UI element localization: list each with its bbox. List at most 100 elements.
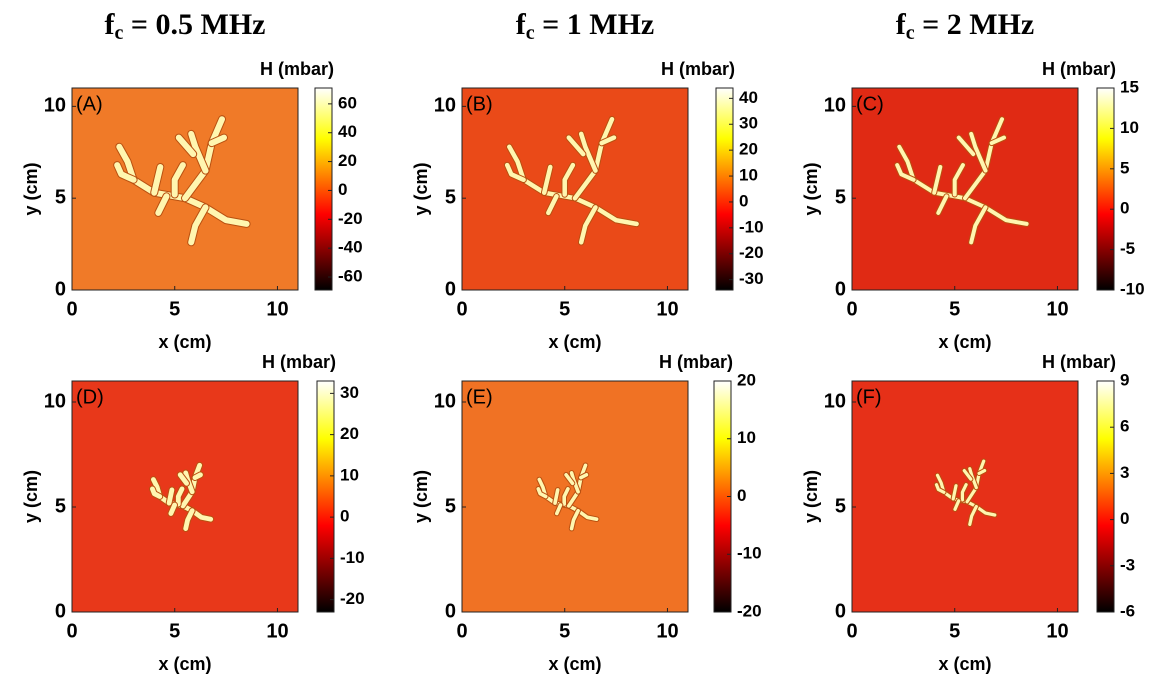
x-tick-label: 0 [846,620,857,642]
plot-frame [461,380,689,613]
panel: (E) 0 5 10 0 5 10 x (cm) y (cm) H (mbar)20 10 0 -10 -… [411,352,762,674]
vessel [553,488,560,505]
column-title: fc = 0.5 MHz [105,8,266,44]
vessel [569,471,580,494]
y-tick-label: 10 [44,390,66,412]
vessel [977,469,987,475]
y-axis-label: y (cm) [21,162,41,215]
vessel [188,204,209,246]
x-tick-label: 0 [66,298,77,320]
x-axis-label: x (cm) [938,332,991,352]
x-tick-label: 5 [169,620,180,642]
vessel [541,164,553,195]
vessel [166,487,175,506]
y-tick-label: 0 [445,600,456,622]
vessel [969,205,988,245]
colorbar-label: H (mbar) [1042,352,1116,372]
colorbar [1096,87,1115,291]
vessel [956,135,976,157]
x-axis-label: x (cm) [158,332,211,352]
title-part: f [896,8,907,41]
colorbar-tick-label: 30 [340,383,359,402]
x-tick-label: 5 [559,298,570,320]
colorbar-label: H (mbar) [1042,59,1116,79]
y-tick-label: 5 [835,495,846,517]
colorbar-tick-label: 9 [1120,370,1129,389]
x-tick-label: 0 [846,298,857,320]
colorbar [715,87,734,291]
title-part: f [516,8,527,41]
vessel [564,473,575,486]
colorbar-tick-label: -10 [340,548,365,567]
vessel [168,502,177,516]
colorbar-label: H (mbar) [262,352,336,372]
vessel [569,508,580,531]
colorbar-tick-label: 30 [739,114,758,133]
vessel [114,162,137,183]
plot-frame [851,380,1079,613]
vessel [897,144,1029,226]
colorbar [316,380,335,613]
vessel [567,463,588,508]
x-tick-label: 5 [949,620,960,642]
colorbar-tick-label: 20 [739,140,758,159]
panel: (F) 0 5 10 0 5 10 x (cm) y (cm) H (mbar)9 6 3 0 -3 -6 [801,352,1135,674]
colorbar-tick-label: 20 [737,370,756,389]
vessel [151,164,164,196]
colorbar-tick-label: -20 [340,589,365,608]
y-tick-label: 10 [824,390,846,412]
vessel [968,467,978,490]
vessel [962,469,973,481]
y-tick-label: 5 [55,186,66,208]
plot-frame [461,87,689,291]
x-tick-label: 10 [266,298,288,320]
colorbar-tick-label: 60 [338,93,357,112]
x-tick-label: 10 [656,620,678,642]
y-tick-label: 5 [445,495,456,517]
vessel [183,508,195,531]
colorbar-tick-label: -20 [338,209,363,228]
vessel [599,135,617,146]
vessel [578,205,598,245]
colorbar-tick-label: -40 [338,238,363,257]
y-axis-label: y (cm) [411,162,431,215]
vessel [180,462,202,509]
y-axis-label: y (cm) [801,162,821,215]
y-axis-label: y (cm) [21,470,41,523]
vessel [192,472,203,480]
colorbar-tick-label: 5 [1120,158,1129,177]
panel-label: (F) [856,386,882,408]
vessel [208,134,227,147]
colorbar-tick-label: 10 [739,166,758,185]
y-tick-label: 0 [835,278,846,300]
x-axis-label: x (cm) [548,332,601,352]
vessel [895,163,916,182]
colorbar-tick-label: 6 [1120,417,1129,436]
colorbar-tick-label: 3 [1120,463,1129,482]
vessel [175,134,197,158]
vessel [177,472,189,486]
colorbar-tick-label: 20 [338,151,357,170]
colorbar-tick-label: -10 [1120,279,1145,298]
colorbar-tick-label: 10 [737,428,756,447]
plot-frame [71,380,299,613]
y-tick-label: 5 [835,186,846,208]
vessel [936,194,949,215]
vessel [960,483,968,502]
colorbar-tick-label: -60 [338,266,363,285]
panel-label: (D) [76,386,104,408]
colorbar-tick-label: -5 [1120,239,1135,258]
title-part: c [115,22,124,44]
heatmap-field [72,381,298,612]
heatmap-field [462,88,688,290]
y-tick-label: 0 [55,278,66,300]
heatmap-field [852,88,1078,290]
x-tick-label: 5 [949,298,960,320]
vessel [963,117,1004,201]
x-tick-label: 5 [169,298,180,320]
plot-frame [851,87,1079,291]
vessel [562,487,570,506]
colorbar-tick-label: 0 [737,486,746,505]
y-axis-label: y (cm) [801,470,821,523]
